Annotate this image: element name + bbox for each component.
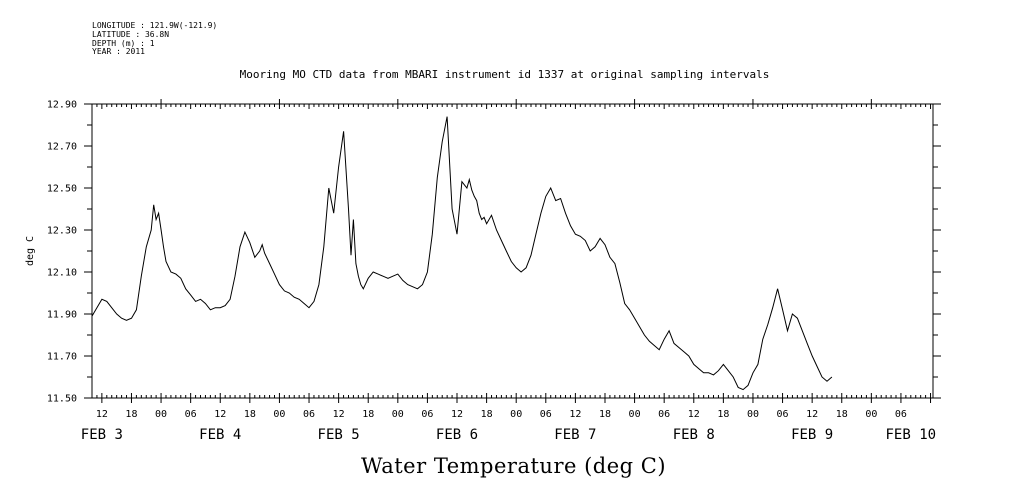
y-tick-label: 12.90	[47, 100, 77, 111]
longitude-label: LONGITUDE : 121.9W(-121.9)	[92, 21, 218, 30]
x-tick-label: 06	[303, 409, 315, 420]
x-tick-label: 12	[688, 409, 700, 420]
year-label: YEAR : 2011	[92, 47, 145, 57]
x-tick-labels: 12 18 00 06 12 18 00 06 12 18 00 06 12 18 00 06 12 18 00 06…	[96, 409, 907, 420]
date-label: FEB 3	[81, 427, 123, 443]
y-tick-labels: 11.50 11.70 11.90 12.10 12.30 12.50 12.70 12.90	[47, 100, 77, 405]
x-tick-label: 12	[333, 409, 345, 420]
x-tick-label: 06	[777, 409, 789, 420]
x-tick-label: 06	[895, 409, 907, 420]
x-tick-label: 18	[244, 409, 256, 420]
date-label: FEB 8	[673, 427, 715, 443]
y-tick-label: 12.30	[47, 226, 77, 237]
y-tick-label: 11.90	[47, 310, 77, 321]
x-tick-label: 12	[96, 409, 108, 420]
x-axis-title: Water Temperature (deg C)	[360, 454, 667, 478]
x-tick-label: 12	[569, 409, 581, 420]
x-tick-label: 06	[185, 409, 197, 420]
x-tick-label: 12	[451, 409, 463, 420]
date-label: FEB 7	[554, 427, 596, 443]
tick-marks	[84, 99, 941, 403]
x-tick-label: 00	[510, 409, 522, 420]
x-tick-label: 18	[481, 409, 493, 420]
x-tick-label: 00	[747, 409, 759, 420]
x-tick-label: 06	[658, 409, 670, 420]
x-tick-label: 06	[540, 409, 552, 420]
y-tick-label: 12.50	[47, 184, 77, 195]
x-tick-label: 00	[273, 409, 285, 420]
date-label: FEB 4	[199, 427, 241, 443]
x-tick-label: 18	[599, 409, 611, 420]
series-line-water-temperature	[91, 116, 833, 391]
x-tick-label: 00	[392, 409, 404, 420]
x-tick-label: 18	[362, 409, 374, 420]
x-tick-label: 18	[836, 409, 848, 420]
x-tick-label: 00	[629, 409, 641, 420]
x-tick-label: 12	[214, 409, 226, 420]
chart-title: Mooring MO CTD data from MBARI instrumen…	[239, 68, 770, 81]
date-label: FEB 5	[318, 427, 360, 443]
date-label: FEB 9	[791, 427, 833, 443]
y-axis-label: deg C	[25, 236, 36, 266]
x-tick-label: 00	[155, 409, 167, 420]
y-tick-label: 11.70	[47, 352, 77, 363]
date-label: FEB 6	[436, 427, 478, 443]
x-tick-label: 18	[125, 409, 137, 420]
metadata-block: LONGITUDE : 121.9W(-121.9) LATITUDE : 36…	[92, 21, 218, 57]
x-tick-label: 12	[806, 409, 818, 420]
y-tick-label: 12.10	[47, 268, 77, 279]
depth-label: DEPTH (m) : 1	[92, 38, 155, 48]
date-label: FEB 10	[886, 427, 937, 443]
x-tick-label: 06	[421, 409, 433, 420]
y-tick-label: 11.50	[47, 394, 77, 405]
date-labels: FEB 3 FEB 4 FEB 5 FEB 6 FEB 7 FEB 8 FEB 9 FEB 1…	[81, 427, 936, 443]
latitude-label: LATITUDE : 36.8N	[92, 29, 170, 39]
x-tick-label: 00	[865, 409, 877, 420]
x-tick-label: 18	[717, 409, 729, 420]
plot-frame	[91, 103, 934, 399]
y-tick-label: 12.70	[47, 142, 77, 153]
